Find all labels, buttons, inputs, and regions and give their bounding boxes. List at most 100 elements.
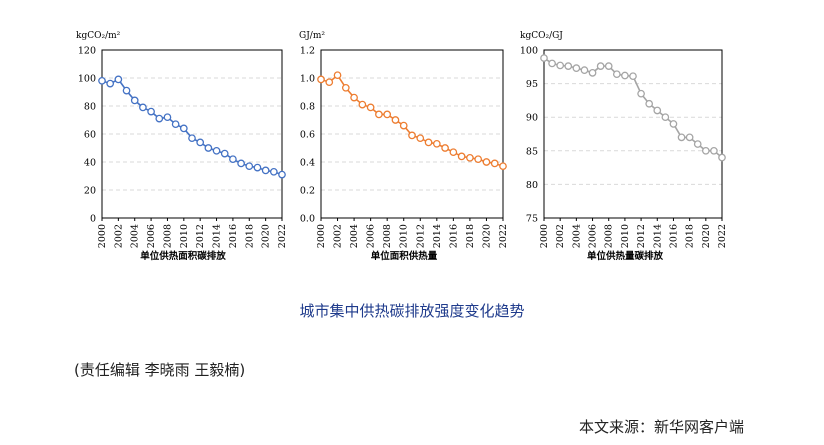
- data-point: [612, 70, 621, 79]
- x-tick-label: 2006: [588, 224, 599, 248]
- x-tick-label: 2010: [399, 224, 410, 248]
- data-point: [677, 133, 686, 142]
- x-tick-label: 2000: [539, 224, 550, 248]
- data-point: [237, 159, 245, 168]
- x-tick-label: 2008: [604, 224, 615, 248]
- x-tick-label: 2002: [555, 224, 566, 248]
- data-point: [637, 89, 645, 98]
- data-point: [408, 131, 416, 140]
- data-point: [98, 76, 106, 85]
- y-tick-label: 1.2: [300, 46, 315, 57]
- data-point: [366, 103, 375, 112]
- y-tick-label: 85: [526, 146, 538, 157]
- x-tick-label: 2014: [212, 224, 223, 248]
- data-point: [179, 124, 188, 133]
- data-point: [171, 120, 180, 129]
- chart-1: 0 20 40 60 80 100 120 2000 2002 2004 2006 2008 2010 2…: [76, 31, 288, 262]
- data-point: [710, 146, 718, 155]
- editors-credit: (责任编辑 李晓雨 王毅楠): [74, 361, 246, 379]
- data-point: [457, 152, 466, 161]
- x-tick-label: 2014: [432, 224, 443, 248]
- x-tick-label: 2004: [571, 224, 582, 248]
- data-point: [466, 153, 474, 162]
- y-tick-label: 90: [526, 113, 538, 124]
- series-line: [101, 78, 283, 176]
- x-tick-label: 2022: [717, 224, 728, 248]
- chart-2: 0.0 0.2 0.4 0.6 0.8 1.0 1.2 2000 2002 2004 2006 200…: [299, 31, 509, 262]
- data-point: [432, 139, 441, 148]
- x-tick-label: 2002: [113, 224, 124, 248]
- data-point: [701, 146, 710, 155]
- x-tick-label: 2000: [316, 224, 327, 248]
- data-point: [653, 106, 662, 115]
- data-point: [441, 144, 449, 152]
- data-point: [106, 79, 115, 88]
- y-axis-label: kgCO₂/m²: [76, 31, 121, 41]
- x-tick-label: 2018: [685, 224, 696, 248]
- x-tick-label: 2010: [620, 224, 631, 248]
- x-tick-label: 2002: [333, 224, 344, 248]
- data-point: [621, 71, 629, 80]
- data-point: [588, 68, 597, 77]
- x-tick-label: 2008: [382, 224, 393, 248]
- y-tick-label: 40: [84, 158, 96, 169]
- data-point: [229, 155, 237, 164]
- data-point: [333, 71, 342, 80]
- data-point: [645, 99, 654, 108]
- x-tick-label: 2016: [228, 224, 239, 248]
- y-tick-label: 0.0: [300, 214, 315, 225]
- y-tick-label: 0: [90, 214, 96, 225]
- data-point: [416, 134, 425, 143]
- source-credit: 本文来源：新华网客户端: [578, 418, 744, 436]
- data-point: [155, 114, 164, 123]
- data-point: [596, 62, 605, 70]
- plot-area-frame: [101, 49, 283, 219]
- data-point: [245, 162, 254, 171]
- y-tick-label: 0.6: [300, 130, 315, 141]
- data-point: [196, 138, 205, 147]
- y-axis-label: kgCO₂/GJ: [520, 31, 563, 41]
- charts-figure: 0 20 40 60 80 100 120 2000 2002 2004 2006 2008 2010 2…: [76, 31, 728, 262]
- data-point: [669, 120, 678, 128]
- data-point: [350, 93, 358, 102]
- data-point: [261, 166, 270, 175]
- plot-area-frame: [320, 49, 504, 219]
- data-point: [130, 96, 139, 105]
- data-point: [325, 78, 334, 87]
- y-tick-label: 80: [526, 180, 538, 191]
- data-point: [449, 148, 458, 157]
- y-tick-label: 20: [84, 186, 96, 197]
- data-point: [580, 66, 589, 75]
- data-point: [147, 107, 155, 116]
- y-tick-label: 100: [520, 46, 538, 57]
- plot-area-frame: [543, 49, 723, 219]
- data-point: [572, 64, 581, 72]
- x-tick-label: 2018: [465, 224, 476, 248]
- data-point: [424, 138, 433, 147]
- data-point: [188, 134, 196, 143]
- y-tick-label: 0.8: [300, 102, 315, 113]
- data-point: [693, 140, 702, 148]
- data-point: [341, 83, 350, 92]
- x-tick-label: 2022: [498, 224, 509, 248]
- y-tick-label: 60: [84, 130, 96, 141]
- x-axis-label: 单位供热面积碳排放: [140, 250, 226, 262]
- data-point: [661, 113, 670, 122]
- y-tick-label: 0.2: [300, 186, 315, 197]
- x-tick-label: 2006: [146, 224, 157, 248]
- y-tick-label: 95: [526, 79, 538, 90]
- x-tick-label: 2006: [366, 224, 377, 248]
- data-point: [718, 153, 726, 162]
- data-point: [204, 144, 213, 152]
- data-point: [564, 62, 573, 70]
- data-point: [278, 170, 286, 179]
- x-tick-label: 2016: [448, 224, 459, 248]
- x-tick-label: 2018: [244, 224, 255, 248]
- data-point: [474, 155, 483, 164]
- y-tick-label: 0.4: [300, 158, 315, 169]
- data-point: [163, 113, 172, 122]
- data-point: [358, 100, 367, 109]
- data-point: [540, 54, 548, 62]
- y-tick-label: 75: [526, 214, 538, 225]
- data-point: [114, 75, 123, 84]
